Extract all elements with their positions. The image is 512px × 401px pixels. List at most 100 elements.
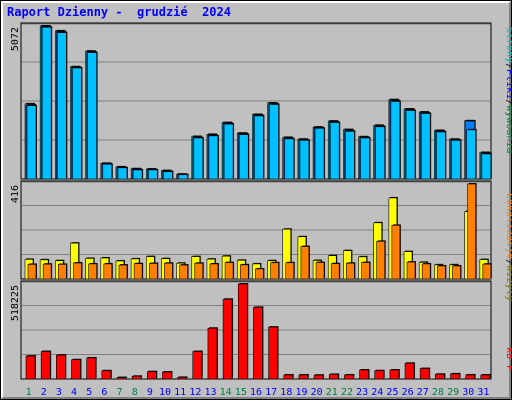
- visits-panel-lokalizacje-bar: [300, 246, 310, 280]
- kbf-panel-kb-f-bar: [116, 377, 127, 380]
- visits-panel-lokalizacje-bar: [27, 264, 37, 280]
- x-axis-day-label: 18: [280, 387, 292, 398]
- x-axis-day-label: 9: [147, 387, 153, 398]
- kbf-panel-kb-f-bar: [389, 369, 400, 380]
- x-axis-day-label: 10: [159, 387, 171, 398]
- x-axis-day-label: 11: [174, 387, 186, 398]
- visits-panel-lokalizacje-bar: [330, 263, 340, 280]
- hits-panel-strony-bar: [132, 169, 143, 180]
- visits-panel-lokalizacje-bar: [239, 264, 249, 280]
- hits-panel-strony-bar: [147, 169, 158, 180]
- x-axis-day-label: 20: [311, 387, 323, 398]
- x-axis-day-label: 6: [101, 387, 107, 398]
- kbf-panel-kb-f-bar: [71, 359, 81, 380]
- kbf-panel-kb-f-bar: [465, 374, 475, 380]
- visits-panel-lokalizacje-bar: [270, 262, 279, 280]
- x-axis-day-label: 13: [204, 387, 216, 398]
- hits-panel-strony-bar: [375, 126, 386, 180]
- legend-entry: Pliki: [504, 69, 512, 99]
- hits-panel-strony-bar: [481, 153, 492, 180]
- legend-entry: Wizyty: [504, 265, 512, 301]
- x-axis-day-label: 15: [235, 387, 247, 398]
- legend-separator: /: [504, 63, 512, 69]
- x-axis-day-label: 24: [371, 387, 383, 398]
- visits-panel-lokalizacje-bar: [361, 262, 370, 280]
- hits-panel-strony-bar: [329, 122, 340, 180]
- legend-separator: /: [504, 99, 512, 105]
- kbf-legend: kB F: [504, 347, 512, 371]
- x-axis-day-label: 7: [117, 387, 123, 398]
- x-axis-day-label: 26: [402, 387, 414, 398]
- visits-panel-lokalizacje-bar: [58, 264, 67, 280]
- hits-panel-strony-bar: [360, 137, 370, 180]
- kbf-panel-kb-f-bar: [298, 374, 309, 380]
- hits-panel-strony-bar: [405, 110, 416, 180]
- kbf-panel-kb-f-bar: [450, 373, 460, 380]
- hits-panel-strony-bar: [223, 123, 234, 180]
- x-axis-day-label: 21: [326, 387, 338, 398]
- hits-legend: Strony/Pliki/Wywóania: [504, 27, 512, 153]
- kbf-panel-kb-f-bar: [328, 374, 339, 380]
- hits-panel-strony-bar: [466, 129, 476, 180]
- legend-entry: kB F: [504, 347, 512, 371]
- kbf-panel-kb-f-bar: [207, 327, 218, 380]
- kbf-panel-kb-f-bar: [283, 374, 294, 380]
- hits-panel-strony-bar: [314, 128, 325, 180]
- hits-panel-strony-bar: [72, 67, 82, 180]
- kbf-panel-kb-f-bar: [237, 283, 248, 380]
- kbf-panel-kb-f-bar: [86, 357, 96, 380]
- y-max-label: 416: [10, 185, 21, 203]
- x-axis-day-label: 14: [220, 387, 232, 398]
- y-max-label: 5072: [10, 27, 21, 51]
- visits-panel-lokalizacje-bar: [194, 262, 204, 280]
- x-axis-day-label: 1: [26, 387, 32, 398]
- hits-panel-strony-bar: [299, 140, 310, 180]
- kbf-panel-kb-f-bar: [146, 371, 157, 380]
- kbf-panel-kb-f-bar: [101, 370, 112, 380]
- hits-panel-strony-bar: [102, 163, 113, 180]
- hits-panel-strony-bar: [451, 140, 461, 180]
- hits-panel-strony-bar: [284, 138, 295, 180]
- visits-panel-lokalizacje-bar: [42, 263, 52, 280]
- x-axis-day-label: 28: [432, 387, 444, 398]
- x-axis-day-label: 12: [189, 387, 201, 398]
- y-max-label: 518225: [10, 285, 21, 321]
- visits-panel-lokalizacje-bar: [209, 263, 219, 280]
- visits-panel-lokalizacje-bar: [452, 265, 461, 280]
- hits-panel-strony-bar: [238, 134, 249, 180]
- hits-panel-strony-bar: [254, 115, 264, 180]
- visits-panel-lokalizacje-bar: [467, 183, 476, 280]
- visits-legend: Lokalizacje/Wizyty: [504, 193, 512, 301]
- kbf-panel-kb-f-bar: [40, 351, 51, 380]
- hits-panel-strony-bar: [26, 105, 37, 180]
- x-axis-day-label: 31: [477, 387, 489, 398]
- visits-panel-lokalizacje-bar: [133, 263, 143, 280]
- report-title: Raport Dzienny - grudzié 2024: [7, 5, 231, 19]
- hits-panel-strony-bar: [193, 137, 204, 180]
- visits-panel-lokalizacje-bar: [255, 268, 264, 280]
- x-axis-day-label: 27: [417, 387, 429, 398]
- hits-panel-strony-bar: [117, 167, 128, 180]
- x-axis-day-label: 2: [41, 387, 47, 398]
- kbf-panel-kb-f-bar: [359, 369, 369, 380]
- x-axis-day-label: 16: [250, 387, 262, 398]
- kbf-panel-kb-f-bar: [404, 362, 415, 380]
- visits-panel-lokalizacje-bar: [224, 262, 234, 280]
- kbf-panel-kb-f-bar: [192, 351, 203, 380]
- visits-panel-lokalizacje-bar: [406, 261, 416, 280]
- hits-panel-strony-bar: [57, 32, 67, 180]
- kbf-panel-kb-f-bar: [222, 298, 233, 380]
- kbf-panel-kb-f-bar: [253, 307, 263, 380]
- legend-separator: /: [504, 259, 512, 265]
- visits-panel-lokalizacje-bar: [118, 264, 128, 280]
- visits-panel-lokalizacje-bar: [148, 263, 158, 280]
- visits-panel-lokalizacje-bar: [482, 263, 492, 280]
- x-axis-day-label: 4: [71, 387, 77, 398]
- x-axis-day-label: 8: [132, 387, 138, 398]
- hits-panel-strony-bar: [345, 131, 355, 180]
- hits-panel-strony-bar: [436, 131, 446, 180]
- kbf-panel-kb-f-bar: [480, 374, 491, 380]
- kbf-panel-kb-f-bar: [435, 373, 445, 380]
- x-axis-day-label: 17: [265, 387, 277, 398]
